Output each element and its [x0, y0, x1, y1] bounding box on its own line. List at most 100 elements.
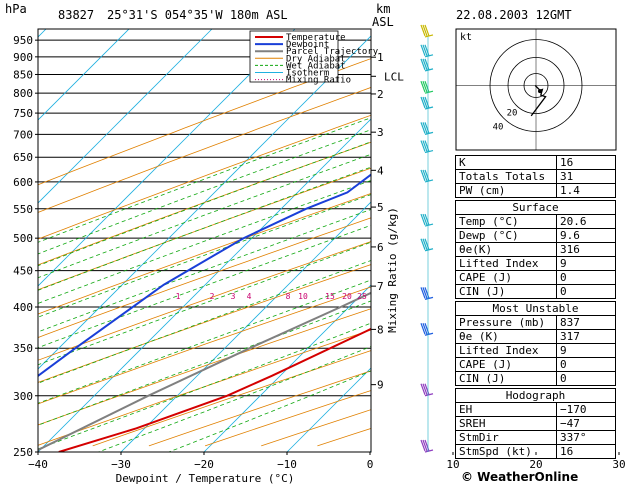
wind-barb-flag — [420, 213, 426, 226]
pressure-tick-label: 550 — [13, 203, 33, 216]
wind-barb-flag — [424, 169, 430, 182]
index-row: EH −170 — [455, 402, 616, 417]
temperature-tick-label: −20 — [194, 458, 214, 471]
mixing-ratio-label: 8 — [286, 292, 291, 301]
wind-barb-flag — [422, 383, 428, 395]
station-id: 83827 — [58, 8, 95, 22]
section-title: Surface — [455, 200, 616, 215]
height-tick-label: 7 — [377, 280, 384, 293]
pressure-tick-label: 750 — [13, 107, 33, 120]
wind-barb-flag — [422, 44, 428, 57]
hodograph-unit: kt — [460, 32, 472, 43]
legend-entry: Parcel Trajectory — [286, 47, 379, 57]
stability-indices: K 16 Totals Totals 31 PW (cm) 1.4 — [455, 155, 616, 198]
pressure-tick-label: 800 — [13, 87, 33, 100]
index-name: StmDir — [455, 430, 557, 445]
height-tick-label: 2 — [377, 88, 384, 101]
pressure-tick-label: 300 — [13, 390, 33, 403]
height-tick-label: LCL — [384, 70, 404, 83]
mixing-ratio-label: 1 — [176, 292, 181, 301]
index-name: Totals Totals — [455, 169, 557, 184]
index-row: CAPE (J) 0 — [455, 270, 616, 285]
wind-barb-flag — [422, 169, 428, 182]
temperature-tick-label: −40 — [28, 458, 48, 471]
legend-entry: Wet Adiabat — [286, 61, 346, 71]
wind-barb-flag — [420, 122, 426, 134]
wind-barb-flag — [422, 238, 428, 250]
index-name: CIN (J) — [455, 371, 557, 386]
wind-barb-flag — [424, 80, 430, 93]
index-value: 316 — [556, 242, 616, 257]
wind-barb-flag — [424, 213, 430, 226]
wind-barb-flag — [424, 44, 430, 57]
wind-barb-flag — [424, 58, 430, 71]
pressure-tick-label: 650 — [13, 151, 33, 164]
wind-barb-flag — [424, 140, 430, 152]
index-name: Lifted Index — [455, 343, 557, 358]
wind-barb-flag — [422, 24, 428, 37]
index-value: 20.6 — [556, 214, 616, 229]
legend — [249, 30, 339, 83]
wind-barb-flag — [420, 44, 426, 57]
index-value: 0 — [556, 371, 616, 386]
dry-adiabat-line — [38, 58, 371, 186]
mixing-ratio-label: 10 — [298, 292, 308, 301]
series-parcel-trajectory — [38, 291, 371, 452]
wind-barb-flag — [420, 96, 426, 109]
index-value: 9 — [556, 256, 616, 271]
most-unstable-indices: Most Unstable Pressure (mb) 837 θe (K) 317 Li… — [455, 301, 616, 386]
pressure-tick-label: 350 — [13, 342, 33, 355]
index-row: K 16 — [455, 155, 616, 170]
index-row: CIN (J) 0 — [455, 284, 616, 299]
legend-box — [249, 30, 339, 83]
isotherm-line — [120, 201, 371, 452]
index-value: 1.4 — [556, 183, 616, 198]
index-value: 16 — [556, 444, 616, 459]
index-row: CIN (J) 0 — [455, 371, 616, 386]
mixing-ratio-label: 4 — [247, 292, 252, 301]
mixing-ratio-label: 20 — [342, 292, 352, 301]
footer-credit: © WeatherOnline — [461, 470, 579, 484]
index-row: StmSpd (kt) 16 — [455, 444, 616, 459]
wind-barb-flag — [422, 58, 428, 71]
isotherm-line — [38, 29, 130, 121]
legend-entry: Isotherm — [286, 69, 329, 79]
pressure-tick-label: 950 — [13, 34, 33, 47]
index-value: 317 — [556, 329, 616, 344]
hodograph-ring-label: 20 — [507, 109, 518, 119]
index-value: 31 — [556, 169, 616, 184]
wind-barb-flag — [422, 122, 428, 134]
dry-adiabat-line — [38, 114, 371, 240]
index-name: CIN (J) — [455, 284, 557, 299]
sounding-datetime: 22.08.2003 12GMT — [456, 8, 572, 22]
temperature-tick-label: 30 — [612, 458, 625, 471]
wet-adiabat-line — [38, 322, 371, 450]
wind-barb-flag — [422, 140, 428, 152]
asl-label: ASL — [372, 15, 394, 29]
wind-barb-flag — [420, 58, 426, 71]
indices-table: K 16 Totals Totals 31 PW (cm) 1.4 Surface Temp … — [455, 155, 616, 461]
index-row: Temp (°C) 20.6 — [455, 214, 616, 229]
index-row: Lifted Index 9 — [455, 343, 616, 358]
mixing-ratio-label: 3 — [231, 292, 236, 301]
wind-barb-flag — [422, 287, 428, 299]
index-name: K — [455, 155, 557, 170]
wind-barb-flag — [424, 238, 430, 250]
legend-entry: Dry Adiabat — [286, 54, 346, 64]
legend-entry: Dewpoint — [286, 40, 329, 50]
wind-barbs — [420, 24, 434, 453]
index-name: θe (K) — [455, 329, 557, 344]
index-name: Temp (°C) — [455, 214, 557, 229]
index-name: EH — [455, 402, 557, 417]
series-dewpoint — [38, 173, 371, 378]
index-name: CAPE (J) — [455, 357, 557, 372]
wind-barb-flag — [424, 287, 430, 299]
km-label: km — [376, 2, 391, 16]
isotherm-line — [619, 29, 629, 452]
index-name: Lifted Index — [455, 256, 557, 271]
wind-barb-flag — [424, 96, 430, 109]
wind-barb-flag — [420, 80, 426, 93]
wind-barb-flag — [420, 169, 426, 182]
mixing-ratio-label: 25 — [357, 292, 367, 301]
